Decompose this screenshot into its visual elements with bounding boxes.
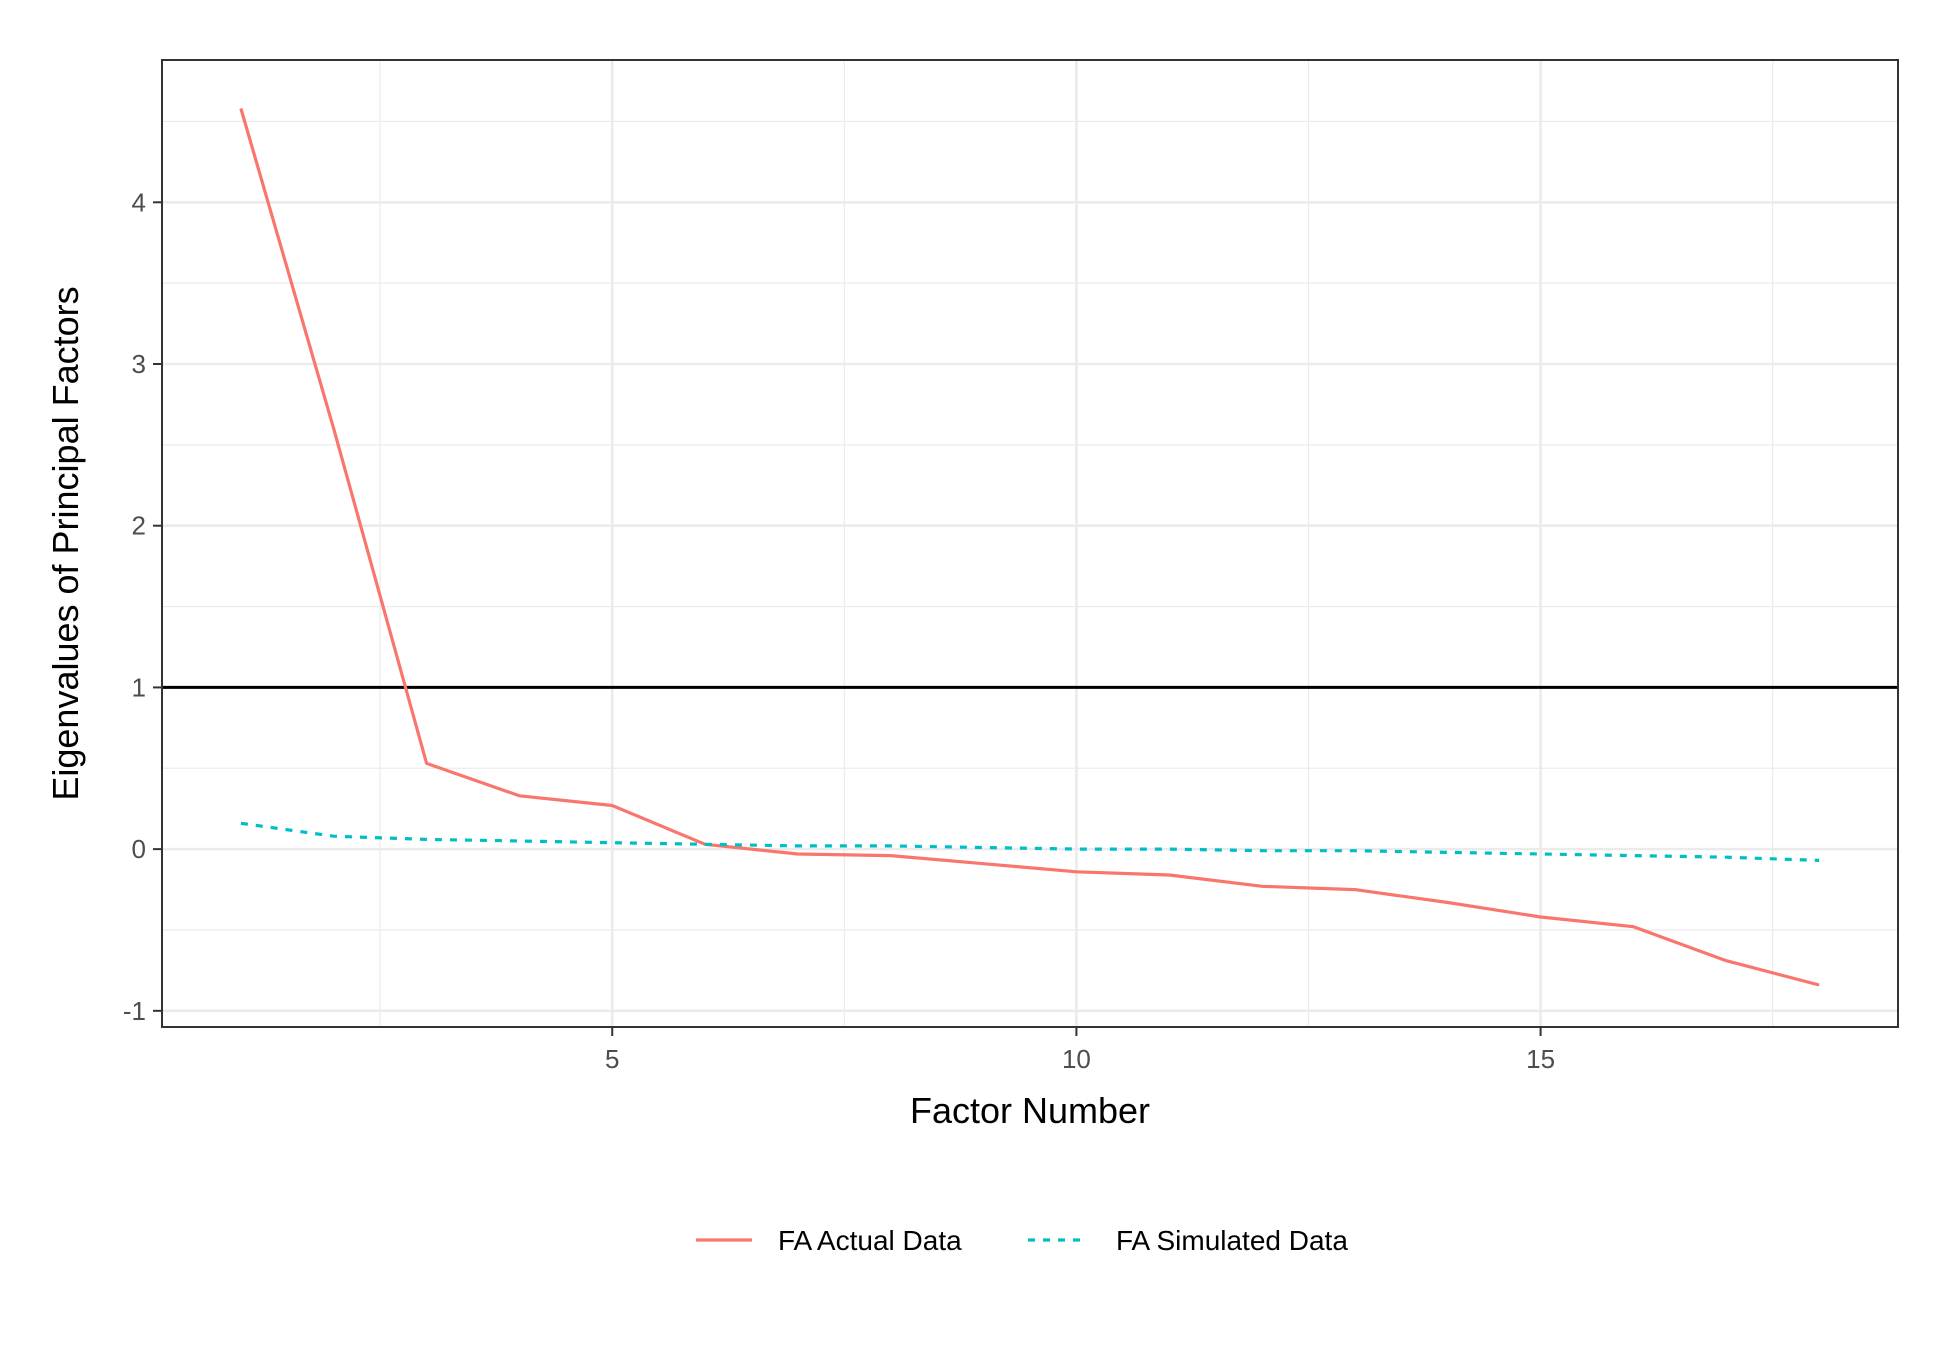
- legend: FA Actual Data FA Simulated Data: [696, 1225, 1348, 1256]
- y-tick-label: 4: [132, 187, 146, 217]
- legend-label-simulated: FA Simulated Data: [1116, 1225, 1348, 1256]
- series-lines: [239, 108, 1820, 987]
- y-tick-label: 2: [132, 511, 146, 541]
- x-tick-label: 15: [1526, 1044, 1555, 1074]
- y-tick-label: 1: [132, 672, 146, 702]
- x-axis-title: Factor Number: [910, 1090, 1150, 1131]
- y-tick-label: 3: [132, 349, 146, 379]
- y-axis-title: Eigenvalues of Principal Factors: [45, 286, 86, 800]
- x-tick-label: 10: [1062, 1044, 1091, 1074]
- y-axis-ticks: -1 0 1 2 3 4: [123, 187, 162, 1026]
- legend-label-actual: FA Actual Data: [778, 1225, 962, 1256]
- x-tick-label: 5: [605, 1044, 619, 1074]
- y-tick-label: 0: [132, 834, 146, 864]
- x-axis-ticks: 5 10 15: [605, 1027, 1555, 1074]
- y-tick-label: -1: [123, 996, 146, 1026]
- series-line-actual: [239, 108, 1820, 987]
- minor-gridlines: [162, 60, 1898, 1027]
- plot-panel-border: [161, 59, 1899, 1028]
